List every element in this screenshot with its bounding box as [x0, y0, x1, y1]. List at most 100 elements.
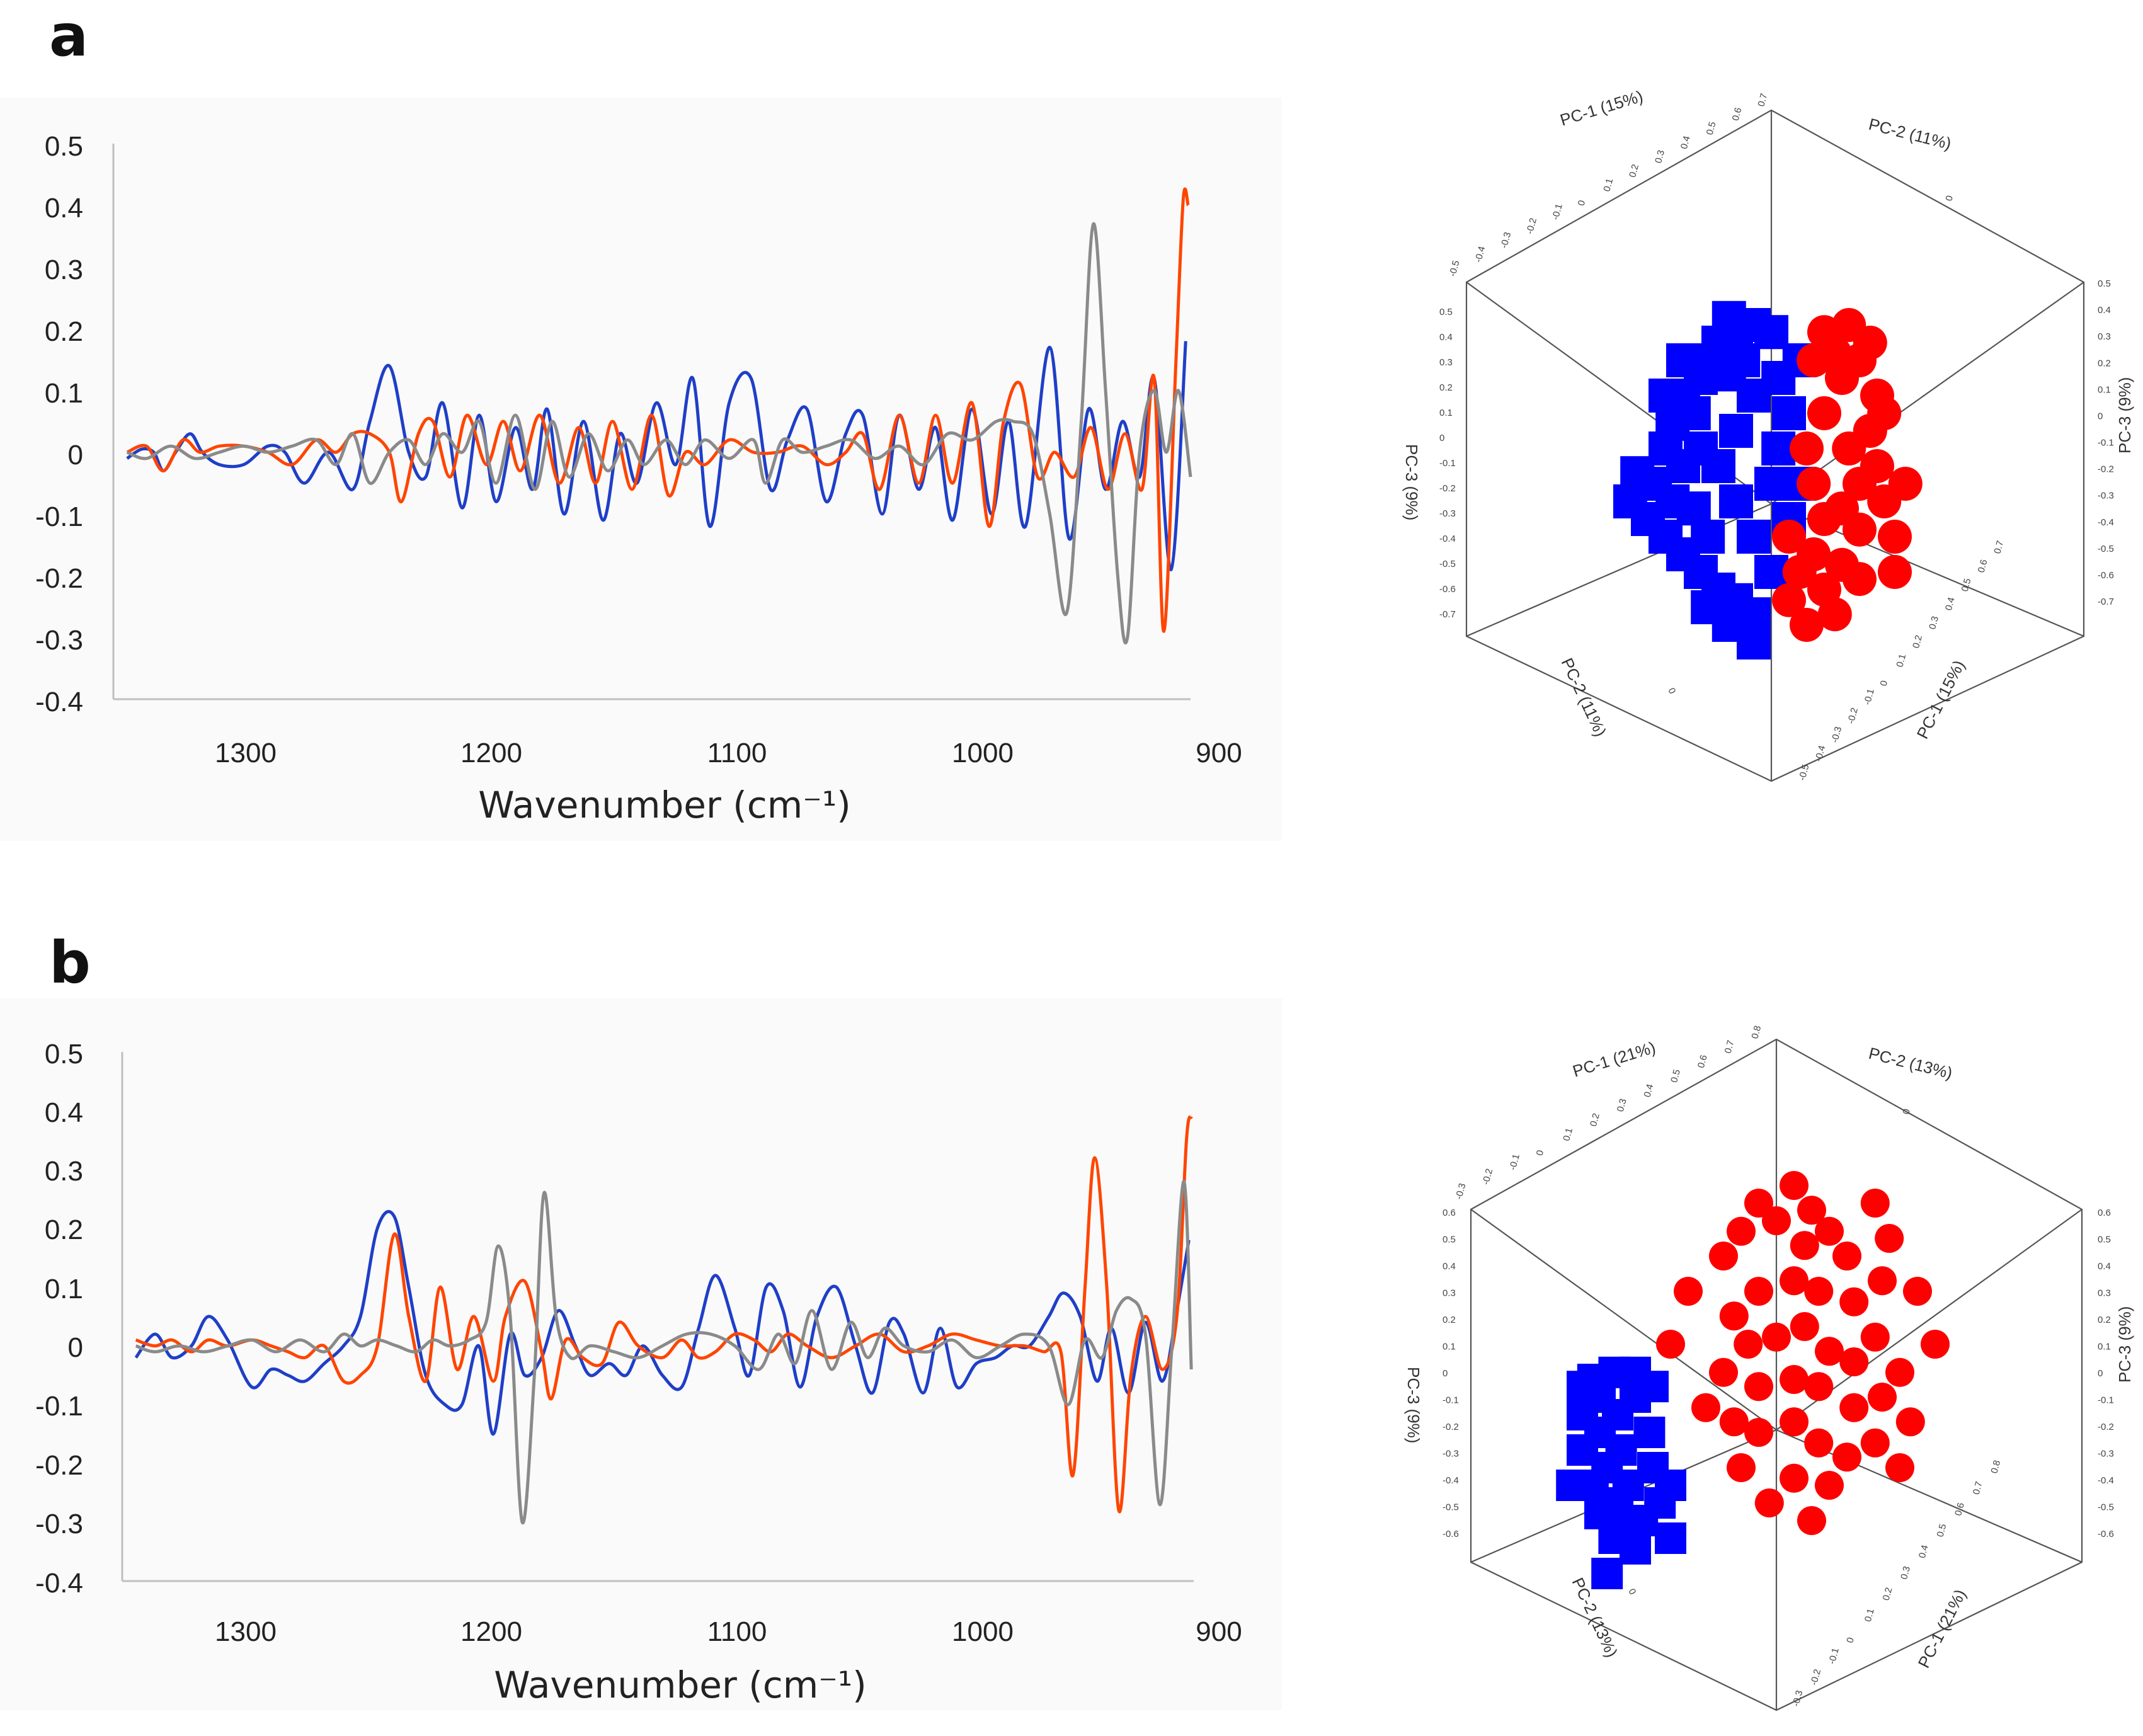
pca-point-square: [1637, 1371, 1669, 1403]
pc3-left-tick: 0: [1439, 433, 1444, 443]
pca-point-square: [1655, 1470, 1686, 1501]
pca-point-circle: [1860, 1189, 1890, 1218]
panel-label-a: a: [49, 2, 88, 69]
pc3-right-tick: 0.2: [2098, 1315, 2111, 1325]
pc1-top-tick: 0.3: [1653, 149, 1667, 164]
pca-points: [1556, 1171, 1950, 1589]
pca-point-circle: [1727, 1453, 1756, 1482]
pc1-top-tick: -0.1: [1550, 203, 1565, 221]
x-axis-title: Wavenumber (cm⁻¹): [478, 784, 851, 826]
pc3-right-label: PC-3 (9%): [2115, 1306, 2134, 1383]
pca-point-circle: [1804, 1277, 1834, 1306]
pc1-top-tick: 0: [1576, 199, 1588, 207]
pca-point-circle: [1895, 1407, 1925, 1437]
pca-point-square: [1655, 1522, 1686, 1554]
pca-point-circle: [1875, 1224, 1904, 1253]
pc1-top-tick: 0.6: [1730, 106, 1744, 122]
series-line-gray: [126, 222, 1192, 644]
pca-point-circle: [1772, 520, 1806, 554]
pc3-left-label: PC-3 (9%): [1402, 444, 1421, 520]
pca-point-square: [1620, 456, 1655, 491]
pc2-top-tick: 0: [1943, 195, 1955, 202]
series-line-gray: [135, 1179, 1193, 1525]
spectrum-series-group: [126, 187, 1192, 644]
pca-point-circle: [1878, 520, 1912, 554]
pca-point-circle: [1817, 597, 1852, 632]
y-tick-label: -0.1: [35, 501, 83, 532]
y-tick-label: -0.2: [35, 563, 83, 594]
pc3-left-tick: -0.7: [1439, 609, 1456, 620]
pc1-top-tick: 0.5: [1669, 1068, 1683, 1084]
pca-point-square: [1726, 343, 1761, 377]
series-line-blue: [126, 341, 1187, 571]
pc3-left-tick: -0.5: [1439, 559, 1456, 569]
pc1-bottom-label: PC-1 (21%): [1914, 1586, 1970, 1671]
pc1-bottom-ticks: 0.70.60.50.40.30.20.1 0-0.1-0.2-0.3-0.4-0…: [1797, 539, 2006, 782]
y-tick-label: -0.2: [35, 1450, 83, 1481]
pc1-bottom-tick: 0.6: [1953, 1502, 1967, 1517]
pc3-left-tick: 0.4: [1439, 332, 1453, 343]
pc3-left-tick: 0.6: [1443, 1208, 1456, 1218]
pc3-right-tick: 0.6: [2098, 1208, 2111, 1218]
pca-point-circle: [1843, 467, 1877, 501]
pc3-left-label: PC-3 (9%): [1404, 1367, 1423, 1443]
pca-point-circle: [1839, 1393, 1869, 1422]
y-tick-label: 0.1: [45, 1274, 83, 1305]
pc1-bottom-tick: 0: [1844, 1636, 1856, 1644]
pca-point-square: [1591, 1558, 1623, 1589]
pc3-right-tick: -0.7: [2098, 597, 2114, 607]
pca-point-circle: [1804, 1372, 1834, 1402]
y-tick-labels: 0.5 0.4 0.3 0.2 0.1 0 -0.1 -0.2 -0.3 -0.…: [35, 131, 83, 717]
pc1-bottom-tick: 0.8: [1989, 1459, 2003, 1475]
pc3-left-tick: -0.4: [1439, 534, 1456, 544]
pc3-left-tick: -0.6: [1443, 1529, 1459, 1539]
y-tick-label: 0.3: [45, 1156, 83, 1187]
pca-point-circle: [1853, 326, 1887, 360]
pca-point-circle: [1797, 467, 1831, 501]
pc1-bottom-tick: 0.1: [1863, 1608, 1877, 1623]
pca-point-circle: [1885, 1453, 1914, 1482]
pca-point-square: [1620, 1533, 1651, 1565]
pca-point-circle: [1807, 396, 1841, 430]
pca-3d-plot-b: PC-1 (21%) PC-2 (13%) PC-3 (9%) PC-3 (9%…: [1404, 1024, 2134, 1711]
pc3-left-ticks: 0.6 0.5 0.4 0.3 0.2 0.1 0 -0.1 -0.2 -0.3 -0.4 -0.5 -…: [1443, 1208, 1459, 1539]
pc3-right-tick: -0.5: [2098, 1502, 2114, 1513]
y-tick-label: 0.2: [45, 1214, 83, 1245]
pca-point-circle: [1867, 396, 1902, 430]
pc3-left-tick: -0.2: [1439, 483, 1456, 494]
y-tick-label: 0.5: [45, 1039, 83, 1070]
pca-point-circle: [1691, 1393, 1720, 1422]
pc3-left-tick: 0.2: [1443, 1315, 1456, 1325]
pc1-top-tick: -0.3: [1499, 231, 1513, 249]
pca-point-circle: [1762, 1322, 1791, 1352]
pc2-top-label: PC-2 (11%): [1867, 115, 1953, 153]
pc3-right-tick: -0.4: [2098, 517, 2114, 528]
pc3-right-tick: 0.3: [2098, 331, 2111, 342]
pc3-right-tick: 0: [2098, 411, 2103, 421]
pc1-bottom-tick: -0.3: [1829, 726, 1844, 744]
pc1-top-ticks: -0.5 -0.4 -0.3 -0.2 -0.1 0 0.1 0.2 0.3 0.4 0.5 0.6 0…: [1447, 92, 1769, 278]
pca-point-square: [1556, 1470, 1588, 1501]
y-tick-label: -0.4: [35, 687, 83, 717]
pc3-right-tick: -0.6: [2098, 1529, 2114, 1539]
pc1-top-tick: 0.4: [1679, 135, 1693, 151]
x-tick-label: 1300: [215, 1616, 277, 1647]
pc1-top-tick: 0.2: [1627, 163, 1641, 179]
pc3-left-tick: -0.2: [1443, 1422, 1459, 1432]
x-axis-title: Wavenumber (cm⁻¹): [494, 1664, 867, 1706]
pc3-right-tick: -0.2: [2098, 464, 2114, 475]
pc3-right-tick: 0: [2098, 1368, 2103, 1379]
pc3-left-tick: 0.3: [1439, 357, 1453, 368]
pc1-top-tick: 0.5: [1705, 120, 1718, 136]
pc3-right-tick: 0.4: [2098, 1261, 2111, 1272]
y-tick-label: 0: [68, 1332, 83, 1363]
pc1-top-tick: 0.8: [1749, 1024, 1763, 1040]
pca-point-circle: [1885, 1357, 1914, 1387]
spectrum-chart-b: 0.5 0.4 0.3 0.2 0.1 0 -0.1 -0.2 -0.3 -0.…: [0, 998, 1282, 1710]
x-tick-labels: 1300 1200 1100 1000 900: [215, 1616, 1242, 1647]
pc3-right-tick: -0.1: [2098, 1395, 2114, 1406]
pc1-top-tick: 0.7: [1723, 1039, 1737, 1055]
pca-point-circle: [1754, 1488, 1784, 1517]
pca-point-circle: [1790, 1231, 1819, 1260]
pc1-bottom-label: PC-1 (15%): [1913, 657, 1969, 742]
